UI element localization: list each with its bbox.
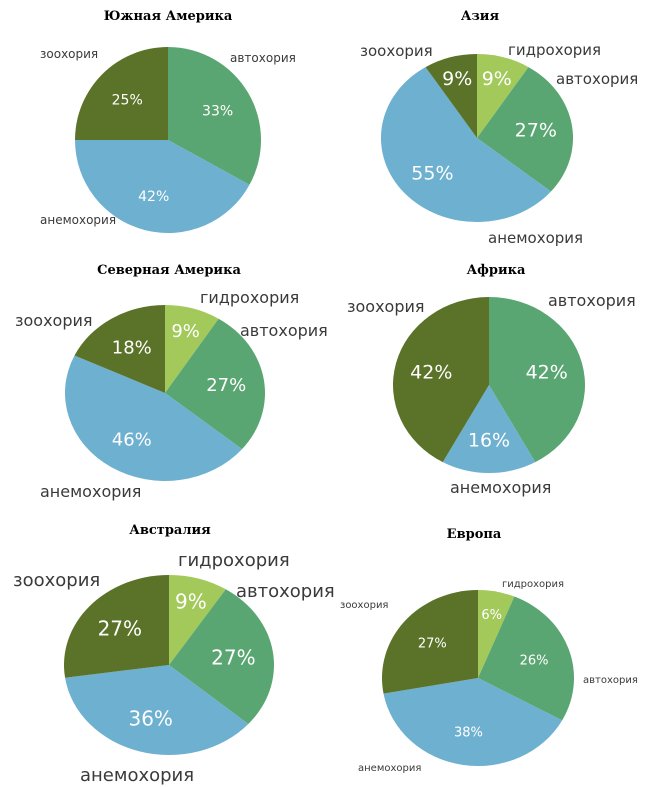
pie-slice-anemochory (65, 355, 243, 481)
slice-percent-label: 42% (410, 361, 452, 383)
pie-slice-zoochory (382, 590, 478, 694)
pie-slice-zoochory (74, 305, 165, 393)
pie-slice-hydrochory (477, 54, 529, 138)
slice-percent-label: 26% (520, 654, 549, 669)
pie-slice-anemochory (442, 385, 536, 473)
chart-title: Австралия (129, 523, 211, 538)
pie-slice-zoochory (64, 575, 169, 678)
slice-category-label: гидрохория (178, 550, 290, 571)
slice-category-label: гидрохория (502, 579, 564, 590)
slice-category-label: зоохория (347, 297, 425, 316)
slice-category-label: анемохория (40, 213, 116, 227)
slice-percent-label: 36% (128, 707, 172, 731)
chart-title: Африка (467, 263, 526, 278)
pie-slice-anemochory (383, 678, 563, 767)
slice-category-label: анемохория (488, 229, 583, 247)
slice-category-label: автохория (583, 675, 638, 686)
chart-title: Европа (447, 527, 502, 542)
slice-category-label: автохория (236, 581, 335, 602)
slice-percent-label: 46% (112, 430, 152, 451)
slice-category-label: автохория (548, 291, 636, 310)
slice-category-label: анемохория (40, 482, 141, 501)
pie-chart-panel: Азия 9% гидрохория 27% автохория 55% анемохори… (360, 9, 638, 247)
pie-slice-autochory (168, 47, 262, 185)
slice-percent-label: 33% (202, 104, 233, 120)
pie-chart-panel: Африка 42% автохория 16% анемохория 42% зоохор… (347, 263, 636, 497)
pie-slice-hydrochory (169, 575, 226, 665)
slice-category-label: зоохория (15, 311, 93, 330)
slice-percent-label: 27% (206, 375, 246, 396)
slice-percent-label: 9% (171, 321, 200, 342)
slice-percent-label: 27% (418, 637, 447, 652)
chart-title: Азия (461, 9, 500, 24)
pie-chart-panel: Южная Америка 33% автохория 42% анемохория 25… (40, 9, 296, 234)
pie-slice-zoochory (425, 54, 477, 138)
chart-title: Северная Америка (97, 263, 241, 278)
slice-percent-label: 42% (138, 189, 169, 205)
slice-percent-label: 9% (175, 589, 207, 613)
pie-slice-anemochory (65, 665, 249, 755)
slice-percent-label: 9% (442, 68, 472, 90)
slice-percent-label: 16% (468, 429, 510, 451)
pie-slice-autochory (478, 596, 575, 721)
slice-category-label: гидрохория (508, 41, 601, 59)
slice-category-label: зоохория (360, 42, 433, 60)
slice-percent-label: 18% (112, 337, 152, 358)
pie-chart-panel: Европа 6% гидрохория 26% автохория 38% анемохо… (340, 527, 638, 774)
slice-percent-label: 42% (526, 361, 568, 383)
slice-category-label: анемохория (358, 763, 421, 774)
slice-percent-label: 27% (515, 120, 557, 142)
pie-slice-hydrochory (165, 305, 219, 393)
slice-percent-label: 27% (211, 645, 255, 669)
slice-category-label: зоохория (40, 47, 98, 61)
slice-category-label: зоохория (340, 600, 388, 611)
slice-percent-label: 6% (481, 608, 502, 623)
pie-slice-anemochory (380, 67, 551, 223)
pie-chart-panel: Австралия 9% гидрохория 27% автохория 36% анем… (13, 523, 335, 786)
pie-slice-autochory (169, 589, 274, 724)
slice-category-label: анемохория (80, 765, 194, 786)
slice-category-label: автохория (230, 51, 296, 65)
chart-title: Южная Америка (104, 9, 233, 24)
pie-slice-zoochory (393, 297, 489, 463)
slice-category-label: зоохория (13, 570, 100, 591)
slice-category-label: гидрохория (200, 288, 299, 307)
pie-slice-autochory (165, 318, 265, 450)
slice-percent-label: 27% (98, 617, 142, 641)
slice-percent-label: 55% (411, 162, 453, 184)
slice-percent-label: 9% (482, 68, 512, 90)
pie-slice-autochory (477, 67, 573, 192)
slice-category-label: автохория (556, 70, 638, 88)
slice-percent-label: 25% (112, 92, 143, 108)
slice-percent-label: 38% (454, 726, 483, 741)
pie-slice-anemochory (74, 140, 250, 234)
pie-slice-autochory (489, 297, 585, 463)
pie-slice-zoochory (75, 47, 168, 140)
pie-chart-panel: Северная Америка 9%гидрохория 27% автохория… (15, 263, 328, 501)
pie-slice-hydrochory (478, 590, 515, 678)
slice-category-label: анемохория (450, 478, 551, 497)
slice-category-label: автохория (240, 321, 328, 340)
